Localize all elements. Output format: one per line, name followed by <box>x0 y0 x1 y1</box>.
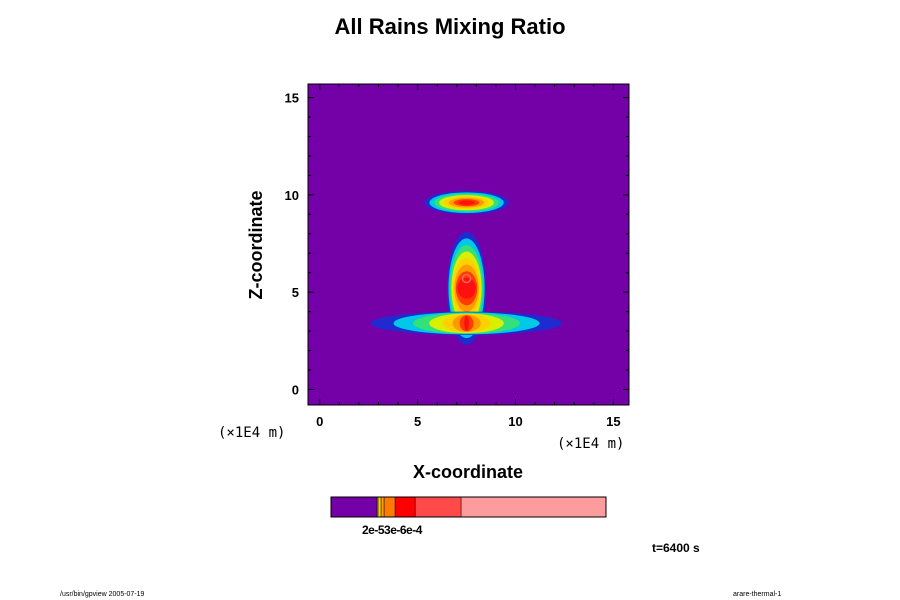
x-axis-label: X-coordinate <box>413 462 523 482</box>
y-axis-label: Z-coordinate <box>246 190 266 299</box>
contour-level-2-7 <box>464 315 469 331</box>
y-tick-label: 0 <box>292 382 299 397</box>
colorbar-segment-1 <box>376 497 379 517</box>
colorbar-segment-4 <box>384 497 396 517</box>
contour-level-0-7 <box>458 200 475 205</box>
contour-level-1-7 <box>457 277 476 299</box>
colorbar-segment-3 <box>381 497 385 517</box>
rain-field <box>370 191 563 345</box>
x-tick-label: 5 <box>414 414 421 429</box>
x-tick-label: 0 <box>316 414 323 429</box>
colorbar-segment-2 <box>378 497 382 517</box>
x-tick-label: 15 <box>606 414 620 429</box>
footer-left: /usr/bin/gpview 2005-07-19 <box>60 591 145 598</box>
colorbar-segment-7 <box>461 497 606 517</box>
colorbar-border <box>330 496 607 518</box>
plot-frame <box>307 83 630 406</box>
y-axis: 0 5 10 15 <box>285 91 629 397</box>
y-unit-label: (×1E4 m) <box>218 425 286 441</box>
colorbar-segment-0 <box>331 497 377 517</box>
x-axis: 0 5 10 15 <box>316 84 621 429</box>
y-tick-label: 10 <box>285 188 299 203</box>
colorbar-segment-5 <box>395 497 416 517</box>
x-unit-label: (×1E4 m) <box>557 436 625 452</box>
chart-title: All Rains Mixing Ratio <box>334 14 566 39</box>
y-tick-label: 15 <box>285 91 299 106</box>
plot-border <box>307 83 630 406</box>
colorbar <box>330 496 607 518</box>
colorbar-segment-6 <box>415 497 462 517</box>
y-tick-label: 5 <box>292 285 299 300</box>
colorbar-tick-labels: 2e-53e-6e-4 <box>362 523 422 537</box>
core-ring <box>461 273 472 284</box>
time-label: t=6400 s <box>652 541 700 555</box>
x-tick-label: 10 <box>508 414 522 429</box>
footer-right: arare-thermal-1 <box>733 591 782 598</box>
